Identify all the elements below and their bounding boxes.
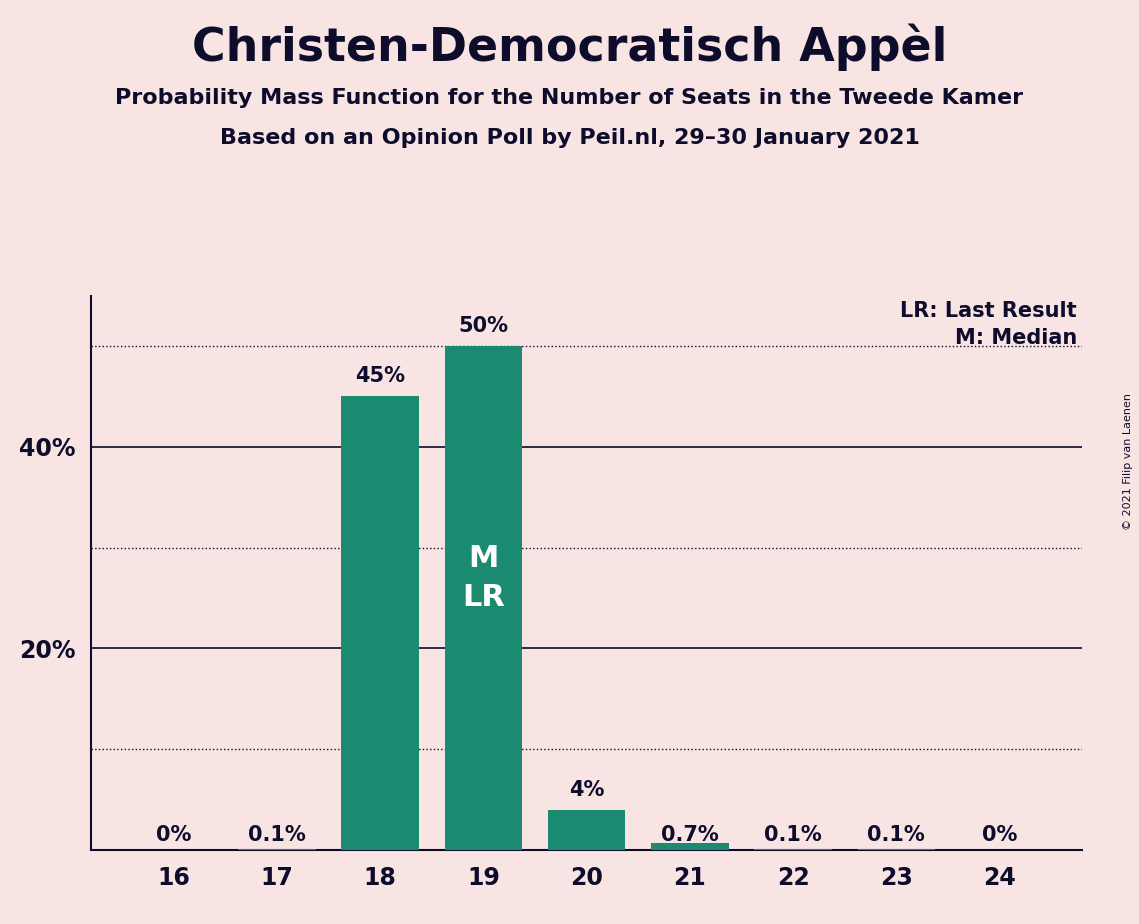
Bar <box>548 809 625 850</box>
Text: 0.7%: 0.7% <box>661 825 719 845</box>
Text: 4%: 4% <box>568 780 605 799</box>
Text: 0.1%: 0.1% <box>868 825 925 845</box>
Bar <box>444 346 522 850</box>
Text: 0.1%: 0.1% <box>248 825 305 845</box>
Text: 45%: 45% <box>355 367 405 386</box>
Text: © 2021 Filip van Laenen: © 2021 Filip van Laenen <box>1123 394 1133 530</box>
Bar <box>652 843 729 850</box>
Text: 0.1%: 0.1% <box>764 825 822 845</box>
Text: Christen-Democratisch Appèl: Christen-Democratisch Appèl <box>191 23 948 70</box>
Bar <box>238 849 316 850</box>
Text: 0%: 0% <box>156 825 191 845</box>
Text: Probability Mass Function for the Number of Seats in the Tweede Kamer: Probability Mass Function for the Number… <box>115 88 1024 108</box>
Text: 0%: 0% <box>982 825 1017 845</box>
Text: 50%: 50% <box>458 316 508 336</box>
Text: M
LR: M LR <box>462 544 505 612</box>
Bar <box>754 849 831 850</box>
Bar <box>342 396 419 850</box>
Bar <box>858 849 935 850</box>
Text: Based on an Opinion Poll by Peil.nl, 29–30 January 2021: Based on an Opinion Poll by Peil.nl, 29–… <box>220 128 919 148</box>
Text: M: Median: M: Median <box>954 328 1076 348</box>
Text: LR: Last Result: LR: Last Result <box>900 300 1076 321</box>
